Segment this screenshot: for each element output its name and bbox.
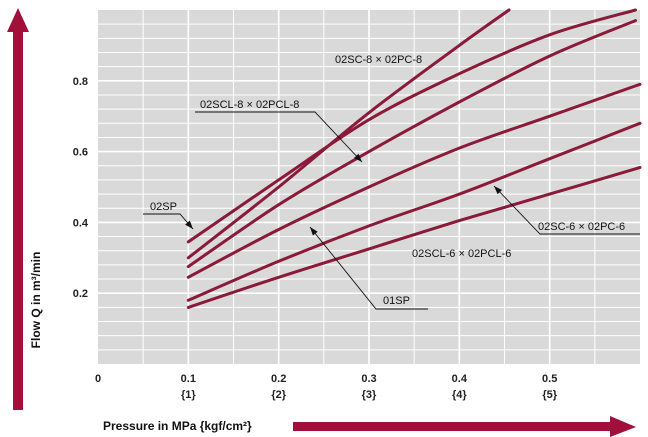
- x-tick-label: 0.1: [181, 373, 196, 385]
- series-line-3: [186, 8, 637, 244]
- label-leader-arrowhead: [494, 186, 503, 195]
- y-axis-arrow: [7, 8, 29, 410]
- x-tick-label: 0.4: [452, 373, 468, 385]
- series-line-5: [186, 121, 642, 302]
- y-axis-title: Flow Q in m³/min: [29, 252, 43, 349]
- label-leaders: [143, 111, 640, 310]
- x-tick-label: 0.3: [361, 373, 376, 385]
- series-line-6: [186, 166, 642, 309]
- y-tick-labels: 0.2 0.4 0.6 0.8: [73, 76, 89, 300]
- x-tick-sublabel: {5}: [542, 389, 557, 401]
- x-axis-title: Pressure in MPa {kgf/cm²}: [103, 419, 252, 433]
- label-leader-arrowhead: [310, 227, 318, 236]
- y-tick-label: 0.4: [73, 217, 89, 229]
- curve-labels: 02SC-8 × 02PC-8 02SCL-8 × 02PCL-8 02SP 01SP…: [150, 54, 625, 307]
- label-leader-line: [309, 226, 428, 310]
- curve-label: 02SP: [150, 201, 177, 213]
- x-tick-sublabel: {2}: [271, 389, 286, 401]
- label-leader-line: [195, 111, 363, 163]
- curves: [186, 8, 642, 309]
- curve-label: 02SC-6 × 02PC-6: [538, 221, 625, 233]
- curve-label: 02SCL-8 × 02PCL-8: [200, 99, 299, 111]
- x-tick-labels: 0 0.1 {1} 0.2 {2} 0.3 {3} 0.4 {4} 0.5 {5}: [95, 373, 558, 401]
- x-tick-sublabel: {4}: [452, 389, 467, 401]
- x-axis-arrow: [293, 416, 636, 437]
- axis-titles: Flow Q in m³/min Pressure in MPa {kgf/cm…: [7, 8, 636, 437]
- series-line-2: [186, 19, 637, 269]
- x-tick-sublabel: {3}: [362, 389, 377, 401]
- y-tick-label: 0.8: [73, 76, 88, 88]
- label-leader-line: [493, 185, 640, 235]
- label-leader-arrowhead: [354, 153, 362, 162]
- label-leader-arrowhead: [185, 220, 193, 229]
- series-line-1: [186, 8, 511, 260]
- y-tick-label: 0.2: [73, 288, 88, 300]
- x-tick-label: 0.5: [542, 373, 557, 385]
- x-tick-label: 0: [95, 373, 101, 385]
- y-tick-label: 0.6: [73, 147, 88, 159]
- x-tick-label: 0.2: [271, 373, 286, 385]
- curve-label: 01SP: [383, 295, 410, 307]
- curve-label: 02SCL-6 × 02PCL-6: [412, 248, 511, 260]
- series-line-4: [186, 82, 642, 279]
- x-tick-sublabel: {1}: [181, 389, 196, 401]
- curve-label: 02SC-8 × 02PC-8: [335, 54, 422, 66]
- grid: [98, 10, 640, 364]
